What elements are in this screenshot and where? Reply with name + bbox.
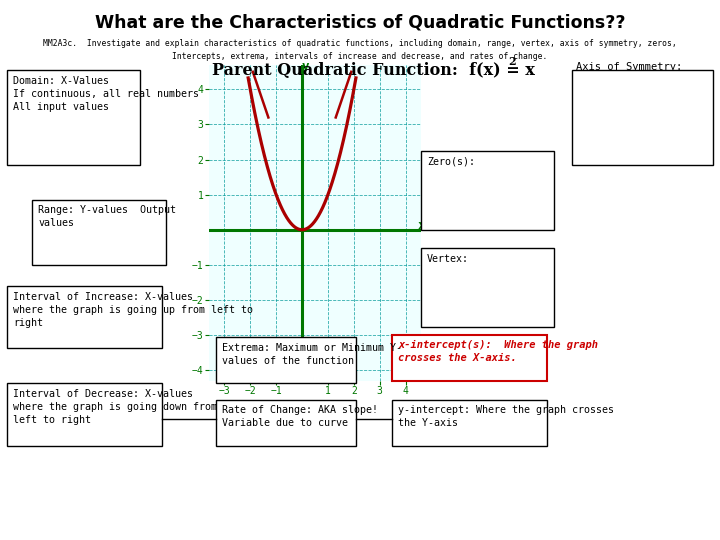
Text: Interval of Decrease: X-values
where the graph is going down from
left to right: Interval of Decrease: X-values where the… <box>13 389 217 425</box>
Bar <box>572 70 713 165</box>
Text: 2: 2 <box>508 56 516 67</box>
Bar <box>216 338 356 383</box>
Bar <box>216 400 356 446</box>
Text: Parent Quadratic Function:  f(x) = x: Parent Quadratic Function: f(x) = x <box>212 62 535 79</box>
Bar <box>392 400 547 446</box>
Text: x-intercept(s):  Where the graph
crosses the X-axis.: x-intercept(s): Where the graph crosses … <box>398 340 598 363</box>
Text: Rate of Change: AKA slope!
Variable due to curve: Rate of Change: AKA slope! Variable due … <box>222 405 378 428</box>
Text: y-intercept: Where the graph crosses
the Y-axis: y-intercept: Where the graph crosses the… <box>398 405 614 428</box>
Text: Zero(s):: Zero(s): <box>427 157 475 167</box>
Bar <box>32 200 166 265</box>
Text: What are the Characteristics of Quadratic Functions??: What are the Characteristics of Quadrati… <box>95 14 625 31</box>
Text: MM2A3c.  Investigate and explain characteristics of quadratic functions, includi: MM2A3c. Investigate and explain characte… <box>43 39 677 48</box>
Bar <box>7 70 140 165</box>
Text: Vertex:: Vertex: <box>427 254 469 264</box>
Text: Axis of Symmetry:: Axis of Symmetry: <box>576 62 683 72</box>
Text: Domain: X-Values
If continuous, all real numbers
All input values: Domain: X-Values If continuous, all real… <box>13 76 199 112</box>
Text: Interval of Increase: X-values
where the graph is going up from left to
right: Interval of Increase: X-values where the… <box>13 292 253 328</box>
Text: Extrema: Maximum or Minimum Y-
values of the function: Extrema: Maximum or Minimum Y- values of… <box>222 343 402 366</box>
Text: Intercepts, extrema, intervals of increase and decrease, and rates of change.: Intercepts, extrema, intervals of increa… <box>172 52 548 61</box>
Text: x: x <box>418 219 425 232</box>
Bar <box>421 151 554 230</box>
Bar <box>421 248 554 327</box>
Bar <box>392 335 547 381</box>
Text: Range: Y-values  Output
values: Range: Y-values Output values <box>38 205 176 228</box>
Bar <box>7 286 162 348</box>
Text: y: y <box>302 60 309 73</box>
Bar <box>7 383 162 446</box>
